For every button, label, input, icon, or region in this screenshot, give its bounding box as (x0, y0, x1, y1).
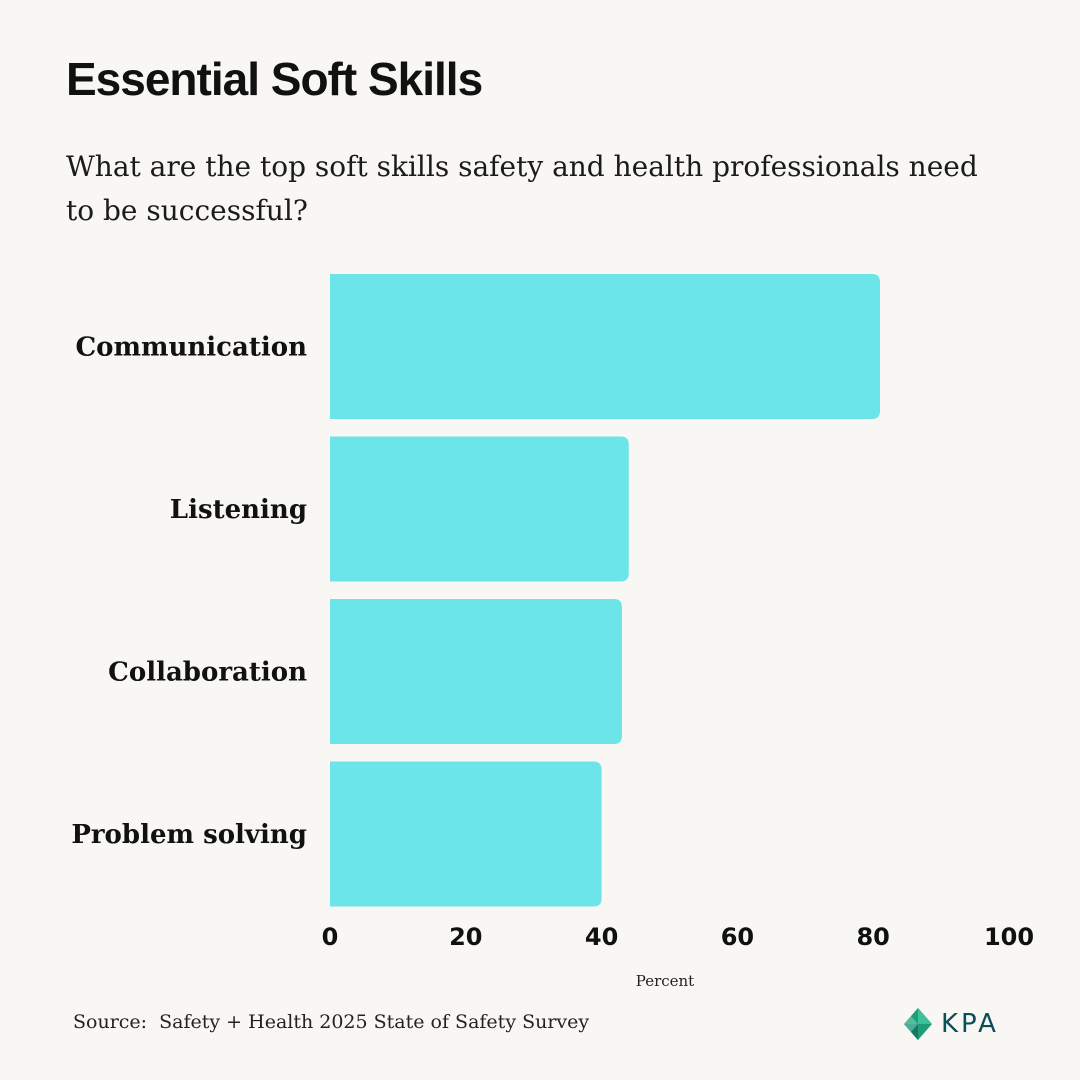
category-label: Problem solving (71, 820, 307, 850)
x-tick-label: 40 (585, 923, 618, 951)
bars-layer (330, 274, 880, 907)
x-tick-label: 0 (322, 923, 339, 951)
kpa-diamond-icon (904, 1008, 932, 1040)
x-axis-ticks: 0 20 40 60 80 100 (322, 923, 1034, 951)
bar-listening (330, 436, 629, 582)
category-labels: Communication Listening Collaboration Probl… (71, 333, 307, 851)
source-note: Source: Safety + Health 2025 State of Sa… (73, 1011, 590, 1033)
chart-title: Essential Soft Skills (66, 53, 483, 105)
chart-subtitle: What are the top soft skills safety and … (66, 150, 978, 227)
x-tick-label: 80 (856, 923, 889, 951)
bar-problem-solving (330, 761, 602, 907)
bar-communication (330, 274, 880, 419)
category-label: Communication (75, 333, 307, 363)
x-tick-label: 60 (721, 923, 754, 951)
bar-collaboration (330, 599, 622, 744)
kpa-logo: KPA (903, 1006, 999, 1042)
x-axis-title: Percent (636, 972, 694, 990)
x-tick-label: 100 (984, 923, 1034, 951)
x-tick-label: 20 (449, 923, 482, 951)
category-label: Listening (170, 495, 307, 525)
category-label: Collaboration (108, 658, 307, 688)
kpa-logo-text: KPA (941, 1009, 999, 1039)
bar-chart: Communication Listening Collaboration Probl… (71, 274, 1034, 990)
